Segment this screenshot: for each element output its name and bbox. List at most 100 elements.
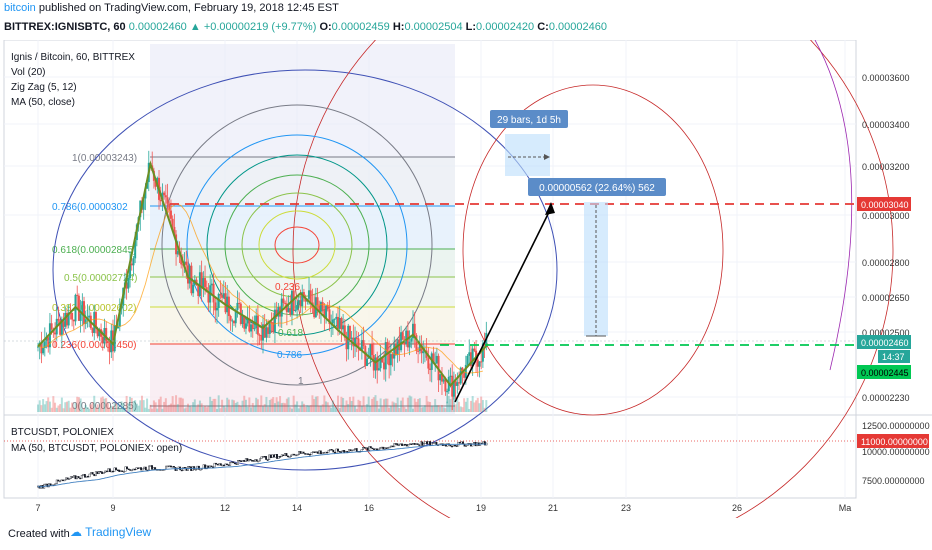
volume-bar — [309, 405, 312, 412]
btc-candle — [240, 460, 243, 462]
btc-candle — [387, 447, 389, 449]
btc-candle — [79, 477, 82, 480]
volume-bar — [342, 397, 345, 412]
btc-candle — [423, 443, 425, 446]
chart-canvas[interactable]: 1(0.00003243) 0.786(0.0000302 0.618(0.00… — [0, 40, 932, 518]
candle-body — [234, 310, 237, 324]
btc-candle — [76, 476, 78, 480]
candle-body — [432, 353, 435, 364]
volume-bar — [193, 399, 196, 412]
volume-bar — [263, 404, 266, 412]
candle-body — [127, 277, 130, 289]
volume-bar — [468, 408, 471, 412]
volume-bar — [64, 402, 67, 412]
candle-body — [381, 357, 384, 363]
btc-candle — [279, 456, 282, 458]
btc-candle — [296, 454, 299, 456]
bars-label-box — [490, 110, 568, 128]
btc-candle — [87, 475, 89, 478]
chart-header: bitcoin published on TradingView.com, Fe… — [0, 0, 932, 40]
btc-candle — [268, 454, 271, 460]
volume-bar — [475, 400, 478, 412]
volume-bar — [321, 404, 324, 412]
publisher-name[interactable]: bitcoin — [4, 2, 36, 14]
candle-body — [43, 340, 46, 348]
btc-candle — [363, 447, 366, 449]
candle-body — [340, 318, 343, 330]
volume-bar — [48, 401, 51, 412]
vol-legend[interactable]: Vol (20) — [11, 67, 45, 78]
volume-bar — [452, 395, 455, 412]
volume-bar — [161, 408, 164, 412]
volume-bar — [343, 405, 346, 412]
btc-candle — [382, 446, 385, 450]
time-axis[interactable]: 7 9 12 14 16 19 21 23 26 Ma — [35, 503, 851, 513]
lower-ma-legend[interactable]: MA (50, BTCUSDT, POLONIEX: open) — [11, 443, 182, 454]
btc-candle — [362, 447, 364, 450]
candle-body — [166, 197, 169, 204]
volume-bar — [86, 406, 89, 412]
volume-bar — [59, 404, 62, 412]
candle-body — [54, 332, 57, 335]
volume-bar — [478, 403, 481, 412]
lower-price-axis[interactable]: 12500.00000000 10000.00000000 7500.00000… — [857, 421, 930, 486]
time-tick: 23 — [621, 503, 631, 513]
btc-candle — [316, 451, 319, 454]
btc-candle — [101, 471, 103, 474]
tradingview-logo[interactable]: ☁ TradingView — [70, 525, 151, 539]
volume-bar — [364, 406, 367, 412]
btc-candle — [432, 442, 435, 444]
volume-bar — [88, 408, 91, 412]
btc-candle — [144, 466, 147, 471]
volume-bar — [301, 401, 304, 412]
ma-legend[interactable]: MA (50, close) — [11, 97, 75, 108]
volume-bar — [154, 402, 157, 412]
lower-legend-title[interactable]: BTCUSDT, POLONIEX — [11, 427, 114, 438]
btc-candle — [151, 465, 153, 470]
btc-candle — [108, 468, 111, 472]
btc-ma-line — [37, 443, 487, 488]
volume-bar — [304, 407, 307, 412]
candle-body — [48, 323, 51, 348]
btc-candle — [410, 443, 413, 445]
volume-bar — [54, 402, 57, 412]
volume-bars — [37, 395, 488, 412]
volume-bar — [287, 397, 290, 412]
volume-bar — [437, 405, 440, 412]
candle-body — [418, 344, 421, 351]
candle-body — [118, 308, 121, 327]
btc-candle — [243, 460, 246, 462]
candle-body — [159, 199, 162, 202]
btc-candle — [90, 472, 93, 475]
volume-bar — [106, 402, 109, 412]
main-legend-title[interactable]: Ignis / Bitcoin, 60, BITTREX — [11, 52, 135, 63]
fib-label: 0.618(0.00002845) — [52, 245, 137, 256]
volume-bar — [335, 407, 338, 412]
btc-candle — [404, 443, 407, 446]
candle-body — [263, 324, 266, 338]
candle-body — [439, 374, 442, 381]
volume-bar — [118, 408, 121, 412]
volume-bar — [57, 405, 60, 412]
candle-body — [393, 344, 396, 359]
candle-body — [129, 263, 132, 278]
btc-candle — [373, 448, 375, 450]
volume-bar — [76, 396, 79, 412]
btc-candle — [346, 451, 349, 453]
zigzag-legend[interactable]: Zig Zag (5, 12) — [11, 82, 77, 93]
candle-body — [394, 344, 397, 355]
price-axis[interactable]: 0.00003600 0.00003400 0.00003200 0.00003… — [857, 73, 911, 403]
candle-body — [88, 315, 91, 318]
btc-candle — [244, 458, 247, 462]
volume-bar — [311, 395, 314, 412]
volume-bar — [72, 407, 75, 412]
btc-candle — [246, 458, 249, 462]
created-with-text: Created with — [8, 528, 70, 540]
candle-body — [83, 301, 86, 325]
volume-bar — [71, 402, 74, 412]
btc-candle — [304, 453, 307, 455]
btc-candle — [260, 456, 263, 460]
candle-body — [169, 210, 172, 219]
projection-arrow — [454, 207, 552, 403]
volume-bar — [473, 402, 476, 412]
